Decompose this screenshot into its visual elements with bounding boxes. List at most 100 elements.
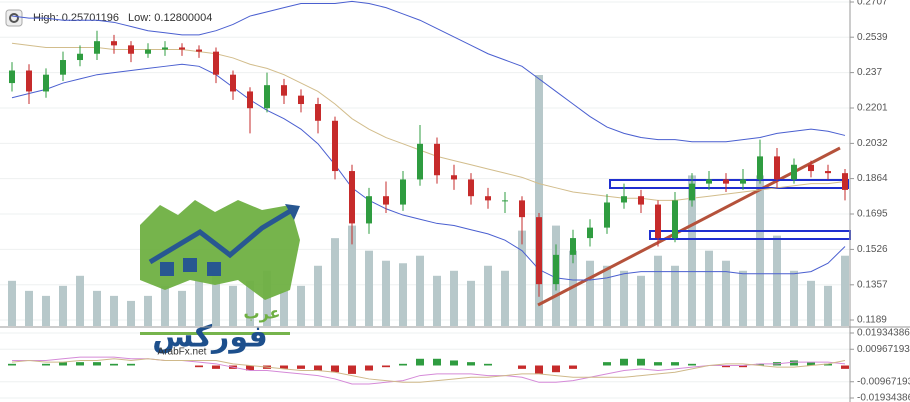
macd-histogram-bar bbox=[467, 362, 475, 366]
macd-histogram-bar bbox=[637, 358, 645, 366]
volume-bar bbox=[212, 275, 220, 326]
macd-histogram-bar bbox=[246, 365, 254, 371]
high-label: High: 0.25701196 bbox=[33, 12, 119, 24]
volume-bar bbox=[110, 295, 118, 326]
y-tick-label: 0.2707 bbox=[857, 0, 888, 8]
candle-body bbox=[315, 104, 321, 121]
volume-bar bbox=[246, 280, 254, 326]
macd-histogram-bar bbox=[280, 365, 288, 369]
candle-body bbox=[332, 120, 338, 172]
candle-body bbox=[689, 183, 695, 201]
trend-line bbox=[537, 146, 841, 307]
candle-body bbox=[519, 200, 525, 218]
candle-body bbox=[638, 196, 644, 205]
middle-band bbox=[11, 42, 846, 201]
candle-body bbox=[43, 74, 49, 92]
y-tick-label: 0.2539 bbox=[857, 32, 888, 43]
candle-body bbox=[281, 85, 287, 96]
candle-body bbox=[621, 196, 627, 203]
macd-histogram-bar bbox=[603, 362, 611, 366]
macd-histogram-bar bbox=[127, 363, 135, 366]
candle-body bbox=[94, 41, 100, 54]
y-tick-label: 0.01934386 bbox=[857, 328, 910, 339]
gear-icon[interactable] bbox=[9, 13, 19, 23]
candle-body bbox=[825, 171, 831, 174]
volume-bar bbox=[297, 285, 305, 326]
candle-body bbox=[434, 143, 440, 176]
candle-body bbox=[128, 45, 134, 54]
candle-body bbox=[383, 196, 389, 205]
macd-histogram-bar bbox=[76, 362, 84, 366]
volume-bar bbox=[382, 260, 390, 326]
logo-coin bbox=[183, 258, 197, 272]
y-tick-label: 0.1864 bbox=[857, 173, 888, 184]
volume-bar bbox=[841, 255, 849, 326]
macd-histogram-bar bbox=[518, 365, 526, 369]
volume-bar bbox=[450, 270, 458, 326]
logo-art bbox=[140, 200, 300, 335]
volume-bar bbox=[467, 280, 475, 326]
macd-histogram-bar bbox=[110, 363, 118, 366]
volume-bar bbox=[331, 238, 339, 326]
candle-body bbox=[298, 95, 304, 105]
volume-bar bbox=[688, 175, 696, 326]
macd-histogram-bar bbox=[382, 365, 390, 368]
candle-body bbox=[774, 156, 780, 180]
macd-histogram-bar bbox=[416, 358, 424, 366]
volume-bar bbox=[280, 290, 288, 326]
macd-histogram-bar bbox=[331, 365, 339, 373]
volume-bar bbox=[807, 280, 815, 326]
macd-histogram-bar bbox=[484, 363, 492, 366]
lower-band bbox=[11, 63, 846, 281]
candle-body bbox=[162, 47, 168, 50]
volume-bar bbox=[739, 270, 747, 326]
macd-histogram-bar bbox=[450, 360, 458, 366]
candle-body bbox=[26, 70, 32, 92]
volume-bar bbox=[42, 295, 50, 326]
y-tick-label: 0.2032 bbox=[857, 138, 888, 149]
candle-body bbox=[740, 179, 746, 184]
candle-body bbox=[179, 47, 185, 50]
macd-histogram-bar bbox=[297, 365, 305, 369]
volume-bar bbox=[620, 270, 628, 326]
volume-bar bbox=[603, 265, 611, 326]
y-tick-label: -0.00967193 bbox=[857, 376, 910, 387]
settings-button[interactable] bbox=[5, 9, 23, 27]
macd-histogram-bar bbox=[552, 365, 560, 373]
volume-bar bbox=[824, 285, 832, 326]
candle-body bbox=[485, 196, 491, 201]
volume-bar bbox=[773, 235, 781, 326]
candle-body bbox=[672, 200, 678, 239]
candle-body bbox=[9, 70, 15, 84]
candle-body bbox=[723, 179, 729, 184]
candle-body bbox=[536, 217, 542, 285]
candle-body bbox=[247, 91, 253, 109]
volume-bar bbox=[705, 250, 713, 326]
y-tick-label: 0.1357 bbox=[857, 279, 888, 290]
macd-line bbox=[12, 356, 846, 385]
candle-body bbox=[366, 196, 372, 224]
y-tick-label: -0.01934386 bbox=[857, 393, 910, 402]
candle-body bbox=[553, 254, 559, 285]
volume-bar bbox=[195, 280, 203, 326]
macd-histogram-bar bbox=[688, 363, 696, 366]
macd-histogram-bar bbox=[756, 363, 764, 366]
y-tick-label: 0.00967193 bbox=[857, 344, 910, 355]
candle-body bbox=[111, 41, 117, 46]
macd-histogram-bar bbox=[535, 365, 543, 374]
logo-site: ArabFx.net bbox=[158, 347, 207, 358]
volume-bar bbox=[59, 285, 67, 326]
volume-bar bbox=[365, 250, 373, 326]
volume-bar bbox=[756, 175, 764, 326]
macd-histogram-bar bbox=[93, 362, 101, 366]
macd-histogram-bar bbox=[59, 362, 67, 366]
volume-bar bbox=[25, 290, 33, 326]
y-tick-label: 0.1526 bbox=[857, 244, 888, 255]
y-tick-label: 0.1695 bbox=[857, 209, 888, 220]
candle-body bbox=[196, 49, 202, 52]
macd-histogram-bar bbox=[212, 365, 220, 369]
volume-bar bbox=[229, 285, 237, 326]
volume-bar bbox=[348, 225, 356, 326]
volume-bar bbox=[637, 275, 645, 326]
